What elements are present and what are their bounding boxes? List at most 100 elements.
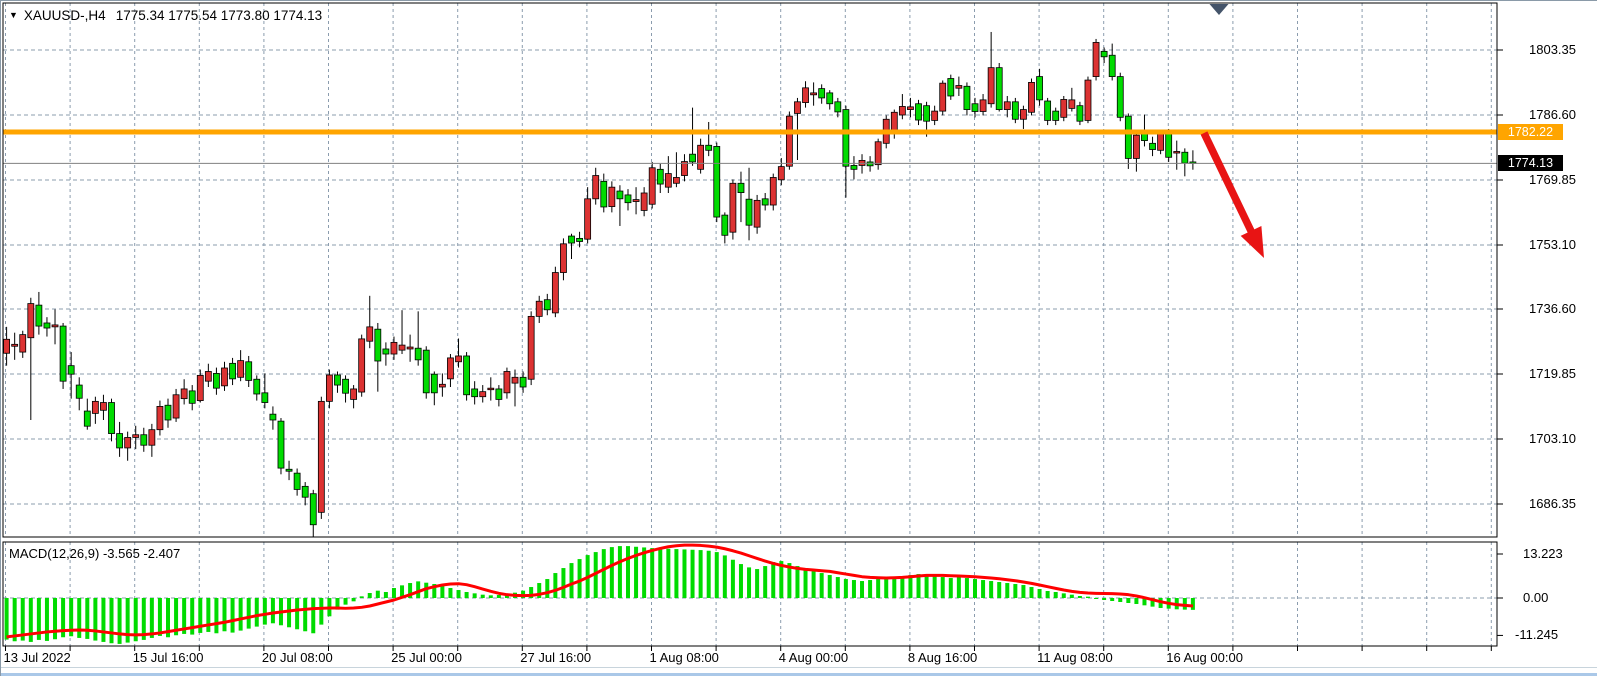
macd-histogram-bar	[4, 598, 9, 640]
time-axis-label: 15 Jul 16:00	[132, 650, 204, 665]
candle-body	[527, 315, 535, 380]
candle-body	[1028, 82, 1035, 113]
candle-body	[971, 103, 979, 112]
macd-histogram-bar	[12, 598, 17, 642]
time-axis-label: 16 Aug 00:00	[1166, 650, 1243, 665]
macd-histogram-bar	[109, 598, 114, 644]
candle-body	[156, 406, 164, 431]
macd-histogram-bar	[1150, 598, 1155, 607]
macd-histogram-bar	[601, 549, 606, 598]
candle-body	[834, 101, 842, 113]
candle-body	[915, 103, 922, 121]
symbol-dropdown-icon[interactable]: ▼	[9, 10, 18, 20]
macd-histogram-bar	[948, 578, 953, 598]
candle-body	[1036, 76, 1043, 101]
macd-panel[interactable]	[4, 543, 1195, 644]
candle-body	[188, 390, 196, 404]
candle-body	[374, 328, 382, 362]
macd-histogram-bar	[908, 575, 913, 598]
candle-body	[317, 400, 325, 513]
candle-body	[1076, 105, 1084, 122]
macd-histogram-bar	[827, 575, 832, 598]
candle-body	[1157, 133, 1165, 151]
macd-histogram-bar	[36, 598, 41, 640]
candle-body	[108, 402, 115, 434]
macd-histogram-bar	[1094, 598, 1099, 599]
candle-body	[325, 374, 333, 402]
candle-body	[568, 235, 575, 244]
macd-histogram-bar	[456, 590, 461, 598]
macd-histogram-bar	[1077, 596, 1082, 598]
macd-histogram-bar	[658, 548, 663, 598]
candle-body	[293, 472, 301, 490]
macd-signal-line	[6, 543, 1194, 639]
candle-body	[1068, 99, 1076, 109]
candle-body	[3, 338, 10, 354]
macd-histogram-bar	[496, 595, 501, 598]
time-axis-label: 4 Aug 00:00	[778, 650, 849, 665]
candle-body	[91, 400, 99, 414]
macd-histogram-bar	[472, 593, 477, 598]
macd-histogram-bar	[166, 598, 170, 638]
macd-histogram-bar	[892, 577, 897, 598]
scroll-position-marker-icon[interactable]	[1209, 4, 1229, 15]
macd-histogram-bar	[246, 598, 251, 629]
candle-body	[1092, 42, 1100, 77]
macd-histogram-bar	[642, 547, 647, 598]
macd-histogram-bar	[1053, 592, 1058, 598]
candle-body	[19, 334, 27, 353]
macd-histogram-bar	[835, 577, 840, 598]
time-axis-label: 27 Jul 16:00	[520, 650, 592, 665]
candle-body	[608, 186, 616, 207]
candle-body	[907, 106, 914, 110]
candle-body	[422, 349, 430, 394]
macd-histogram-bar	[569, 563, 574, 598]
candle-body	[309, 493, 317, 526]
candle-body	[382, 348, 390, 355]
macd-histogram-bar	[270, 598, 275, 624]
macd-axis-label: 13.223	[1523, 546, 1563, 561]
candle-body	[503, 371, 511, 394]
macd-histogram-bar	[1069, 594, 1074, 598]
price-axis-label: 1803.35	[1529, 42, 1576, 57]
macd-histogram-bar	[1045, 591, 1050, 598]
candle-body	[519, 376, 527, 388]
candle-body	[1124, 115, 1132, 159]
macd-histogram-bar	[206, 598, 211, 632]
horizontal-line-price-tag[interactable]: 1782.22	[1498, 123, 1563, 140]
candle-body	[624, 194, 632, 204]
macd-histogram-bar	[408, 583, 413, 598]
macd-histogram-bar	[182, 598, 187, 634]
macd-histogram-bar	[319, 598, 324, 625]
candle-body	[495, 388, 503, 400]
candle-body	[1084, 79, 1092, 121]
price-axis-label: 1769.85	[1529, 171, 1576, 187]
candle-body	[430, 373, 438, 394]
macd-histogram-bar	[198, 598, 203, 633]
macd-histogram-bar	[553, 573, 558, 598]
macd-histogram-bar	[1190, 598, 1195, 610]
time-axis-label: 8 Aug 16:00	[907, 650, 978, 665]
macd-histogram-bar	[763, 566, 768, 598]
candle-body	[648, 167, 656, 205]
price-axis-label: 1719.85	[1529, 366, 1576, 381]
candle-body	[1060, 99, 1068, 118]
macd-histogram-bar	[706, 550, 711, 598]
macd-histogram-bar	[940, 577, 945, 598]
candle-body	[487, 387, 495, 391]
macd-histogram-bar	[1013, 584, 1018, 598]
horizontal-line-object[interactable]	[3, 129, 1497, 135]
macd-indicator-label: MACD(12,26,9) -3.565 -2.407	[9, 546, 181, 561]
macd-histogram-bar	[860, 581, 865, 598]
macd-histogram-bar	[375, 590, 380, 598]
macd-histogram-bar	[561, 568, 566, 598]
trend-arrow-annotation[interactable]	[1200, 131, 1264, 258]
candle-body	[664, 173, 672, 188]
candle-body	[673, 177, 680, 184]
candle-body	[689, 153, 696, 163]
macd-histogram-bar	[674, 549, 679, 598]
time-axis-label: 11 Aug 08:00	[1037, 650, 1113, 665]
candle-body	[826, 92, 834, 105]
candle-body	[850, 165, 858, 170]
